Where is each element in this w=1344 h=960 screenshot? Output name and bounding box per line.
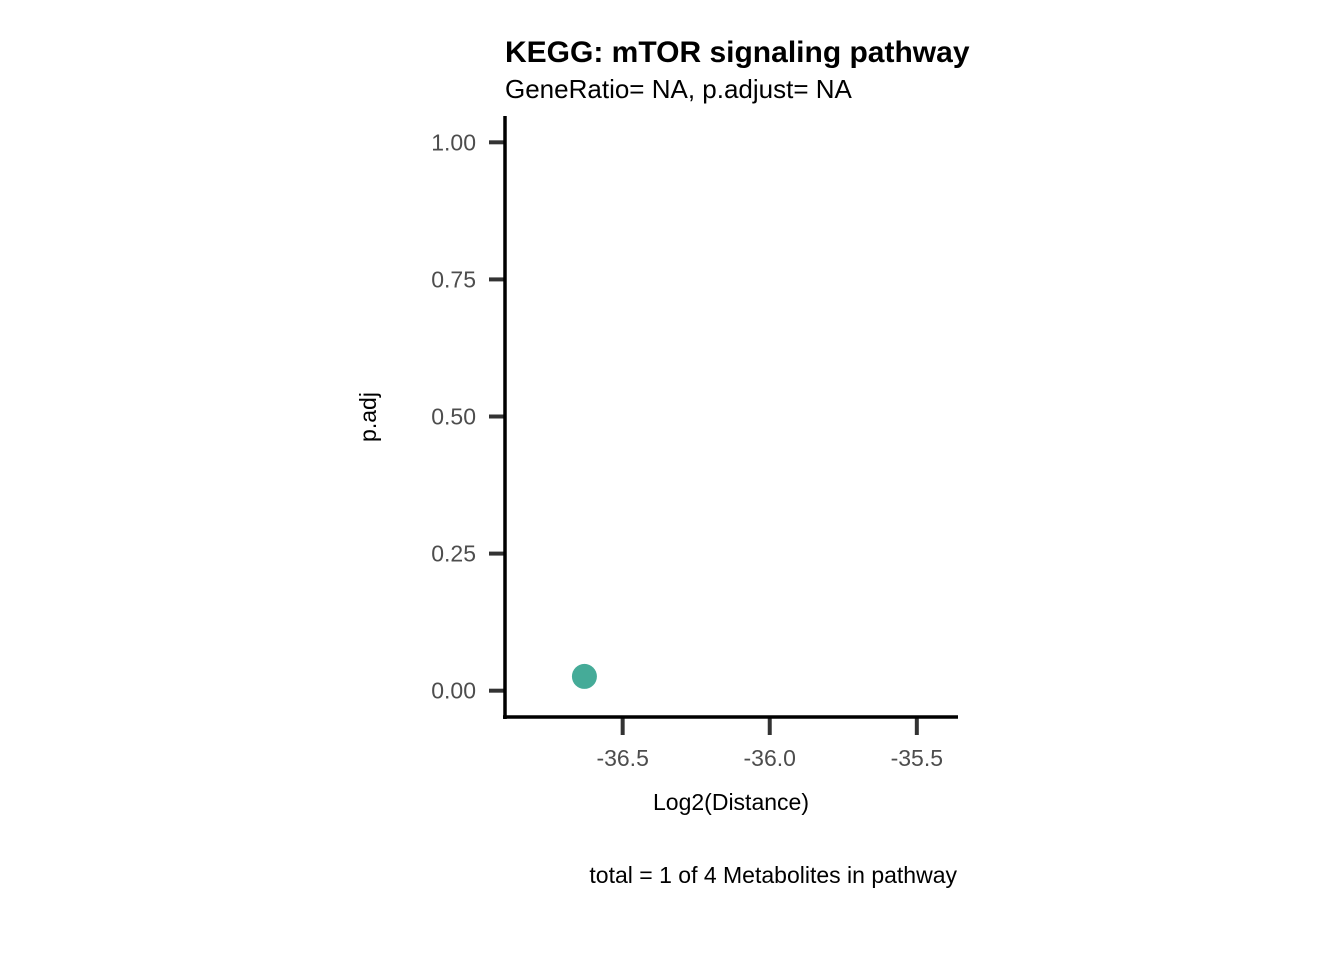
y-axis-ticks: 0.00 0.25 0.50 0.75 1.00 xyxy=(431,129,505,704)
y-tick-label: 1.00 xyxy=(431,129,476,155)
y-tick-label: 0.50 xyxy=(431,404,476,430)
chart-title: KEGG: mTOR signaling pathway xyxy=(505,36,970,69)
chart-caption: total = 1 of 4 Metabolites in pathway xyxy=(589,862,957,888)
y-tick-label: 0.75 xyxy=(431,266,476,292)
x-axis-ticks: -36.5 -36.0 -35.5 xyxy=(596,717,943,771)
x-tick-label: -36.0 xyxy=(744,745,796,771)
data-points xyxy=(571,663,597,689)
x-tick-label: -35.5 xyxy=(891,745,943,771)
chart-subtitle: GeneRatio= NA, p.adjust= NA xyxy=(505,74,853,104)
data-point xyxy=(571,663,597,689)
x-axis-title: Log2(Distance) xyxy=(653,789,809,815)
y-tick-label: 0.25 xyxy=(431,541,476,567)
x-tick-label: -36.5 xyxy=(596,745,648,771)
y-axis-title: p.adj xyxy=(355,392,381,442)
y-tick-label: 0.00 xyxy=(431,678,476,704)
